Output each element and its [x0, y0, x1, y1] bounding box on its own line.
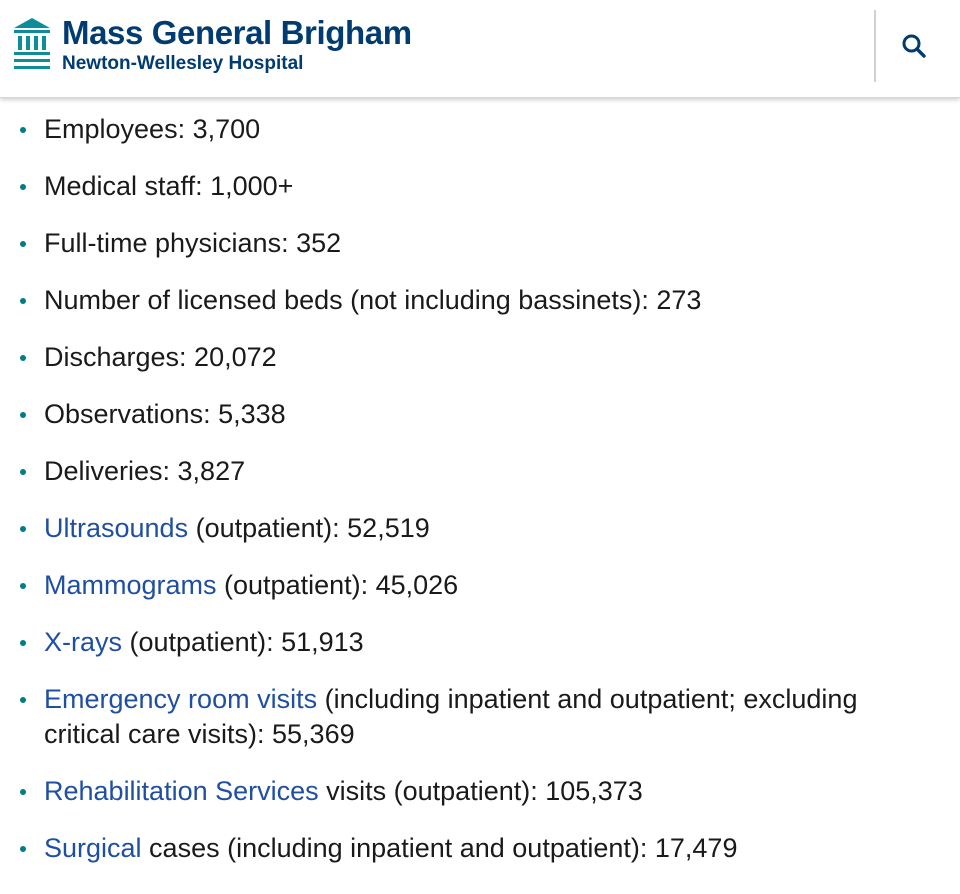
list-item: Employees: 3,700	[0, 112, 960, 147]
hospital-name: Newton-Wellesley Hospital	[62, 53, 304, 74]
logo-text: Mass General Brigham Newton-Wellesley Ho…	[62, 14, 412, 75]
ultrasounds-link[interactable]: Ultrasounds	[44, 513, 189, 543]
bullet-icon	[20, 127, 26, 133]
emergency-room-visits-link[interactable]: Emergency room visits	[44, 684, 318, 714]
bullet-icon	[20, 412, 26, 418]
bullet-icon	[20, 241, 26, 247]
stat-text: Deliveries: 3,827	[44, 456, 246, 486]
brand-name: Mass General Brigham	[62, 14, 412, 51]
logo-link[interactable]: Mass General Brigham Newton-Wellesley Ho…	[12, 14, 412, 78]
search-icon	[902, 34, 926, 58]
stat-text: (outpatient): 52,519	[188, 513, 430, 543]
bullet-icon	[20, 469, 26, 475]
stat-text: (including inpatient and outpatient; exc…	[44, 684, 858, 749]
stat-text: Full-time physicians: 352	[44, 228, 342, 258]
list-item: Number of licensed beds (not including b…	[0, 283, 960, 318]
header-divider	[874, 10, 876, 82]
stat-text: Observations: 5,338	[44, 399, 286, 429]
bullet-icon	[20, 789, 26, 795]
list-item: Ultrasounds (outpatient): 52,519	[0, 511, 960, 546]
hospital-stats-list: Employees: 3,700 Medical staff: 1,000+ F…	[0, 112, 960, 888]
site-header: Mass General Brigham Newton-Wellesley Ho…	[0, 0, 960, 98]
bullet-icon	[20, 298, 26, 304]
mammograms-link[interactable]: Mammograms	[44, 570, 217, 600]
stat-text: Discharges: 20,072	[44, 342, 277, 372]
surgical-link[interactable]: Surgical	[44, 833, 142, 863]
bullet-icon	[20, 846, 26, 852]
bullet-icon	[20, 697, 26, 703]
rehabilitation-services-link[interactable]: Rehabilitation Services	[44, 776, 319, 806]
list-item: Deliveries: 3,827	[0, 454, 960, 489]
list-item: Medical staff: 1,000+	[0, 169, 960, 204]
bullet-icon	[20, 526, 26, 532]
list-item: Observations: 5,338	[0, 397, 960, 432]
stat-text: Medical staff: 1,000+	[44, 171, 294, 201]
bullet-icon	[20, 640, 26, 646]
building-columns-icon	[14, 18, 50, 69]
list-item: Surgical cases (including inpatient and …	[0, 831, 960, 866]
bullet-icon	[20, 583, 26, 589]
list-item: Discharges: 20,072	[0, 340, 960, 375]
bullet-icon	[20, 184, 26, 190]
stat-text: (outpatient): 51,913	[122, 627, 364, 657]
stat-text: cases (including inpatient and outpatien…	[141, 833, 738, 863]
bullet-icon	[20, 355, 26, 361]
list-item: Mammograms (outpatient): 45,026	[0, 568, 960, 603]
stat-text: Number of licensed beds (not including b…	[44, 285, 702, 315]
stat-text: visits (outpatient): 105,373	[318, 776, 643, 806]
x-rays-link[interactable]: X-rays	[44, 627, 123, 657]
stat-text: (outpatient): 45,026	[216, 570, 459, 600]
list-item: Emergency room visits (including inpatie…	[0, 682, 960, 752]
search-button[interactable]	[892, 24, 936, 68]
list-item: Rehabilitation Services visits (outpatie…	[0, 774, 960, 809]
list-item: Full-time physicians: 352	[0, 226, 960, 261]
stat-text: Employees: 3,700	[44, 114, 261, 144]
list-item: X-rays (outpatient): 51,913	[0, 625, 960, 660]
